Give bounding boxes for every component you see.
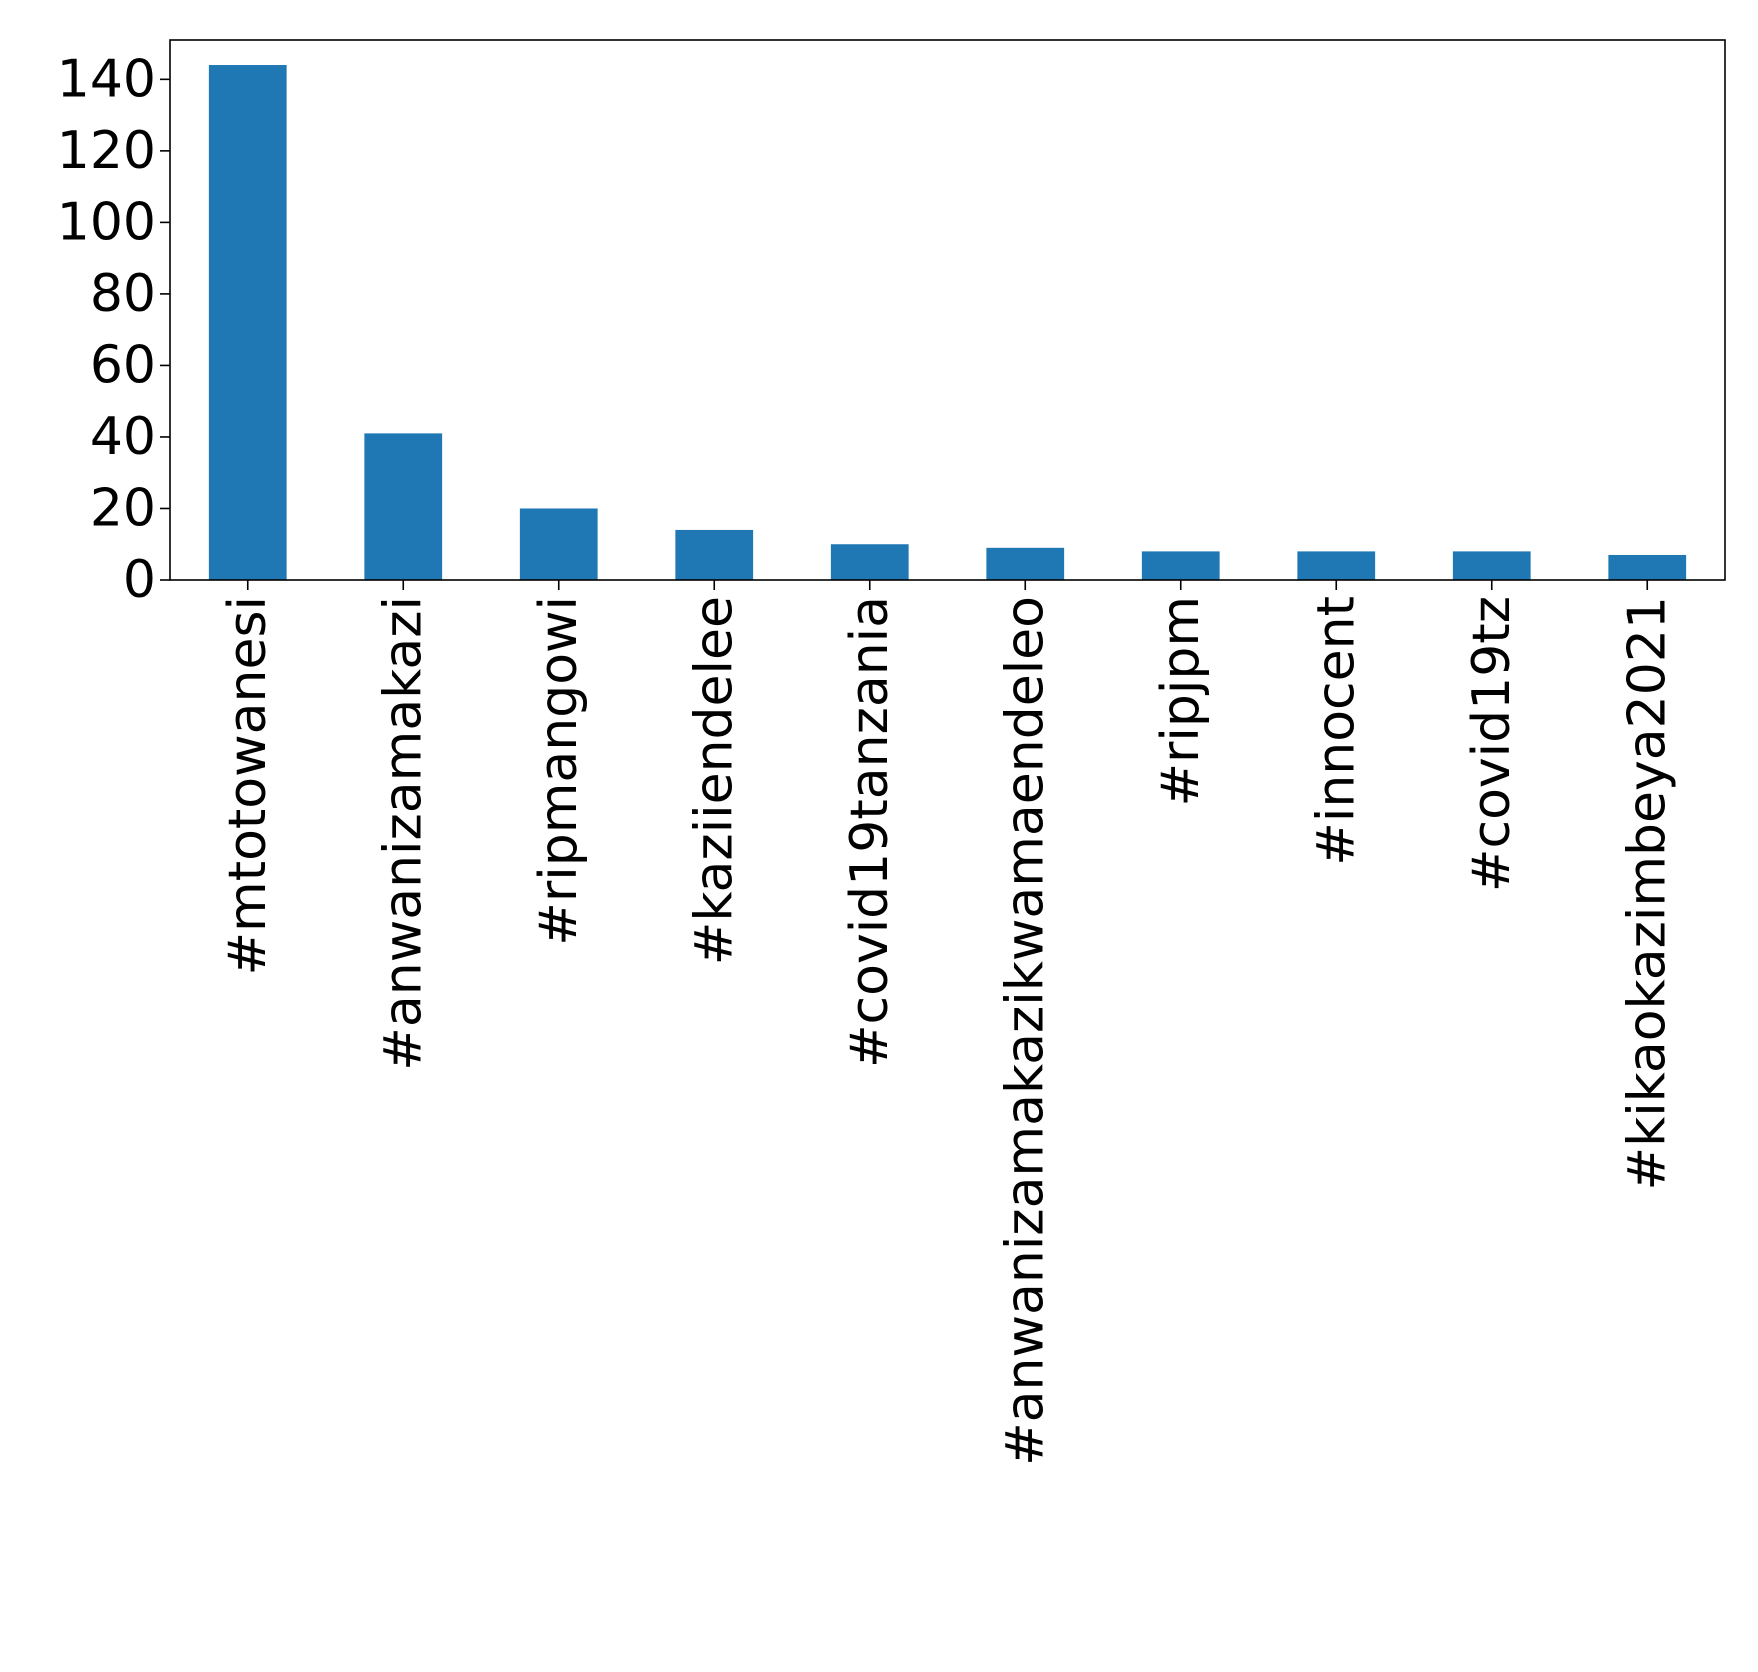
x-tick-label-4: #covid19tanzania: [840, 596, 900, 1068]
x-tick-label-5: #anwanizamakazikwamaendeleo: [995, 596, 1055, 1466]
y-tick-label-7: 140: [57, 49, 156, 109]
y-tick-label-4: 80: [90, 264, 156, 324]
x-tick-label-6: #ripjpm: [1151, 596, 1211, 807]
y-tick-label-2: 40: [90, 407, 156, 467]
y-tick-label-0: 0: [123, 550, 156, 610]
x-tick-label-9: #kikaokazimbeya2021: [1617, 596, 1677, 1190]
bar-2: [519, 508, 598, 580]
plot-frame: [169, 39, 1726, 581]
bars-group: [208, 65, 1687, 581]
y-tick-label-6: 120: [57, 121, 156, 181]
bar-4: [830, 544, 909, 580]
x-tick-label-7: #innocent: [1306, 596, 1366, 866]
bar-8: [1452, 551, 1531, 580]
x-tick-label-3: #kaziiendelee: [684, 596, 744, 965]
x-tick-label-2: #ripmangowi: [529, 596, 589, 946]
y-axis: 0 20 40 60 80 100 120 140: [57, 49, 170, 610]
bar-6: [1141, 551, 1220, 580]
bar-7: [1297, 551, 1376, 580]
x-tick-label-1: #anwanizamakazi: [373, 596, 433, 1071]
bar-5: [986, 547, 1065, 580]
x-axis: #mtotowanesi #anwanizamakazi #ripmangowi #k…: [218, 580, 1677, 1466]
bar-1: [364, 433, 443, 580]
bar-9: [1608, 554, 1687, 580]
bar-3: [675, 529, 754, 580]
y-tick-label-3: 60: [90, 335, 156, 395]
x-tick-label-0: #mtotowanesi: [218, 596, 278, 976]
y-tick-label-5: 100: [57, 192, 156, 252]
x-tick-label-8: #covid19tz: [1462, 596, 1522, 892]
bar-0: [208, 65, 287, 581]
y-tick-label-1: 20: [90, 478, 156, 538]
